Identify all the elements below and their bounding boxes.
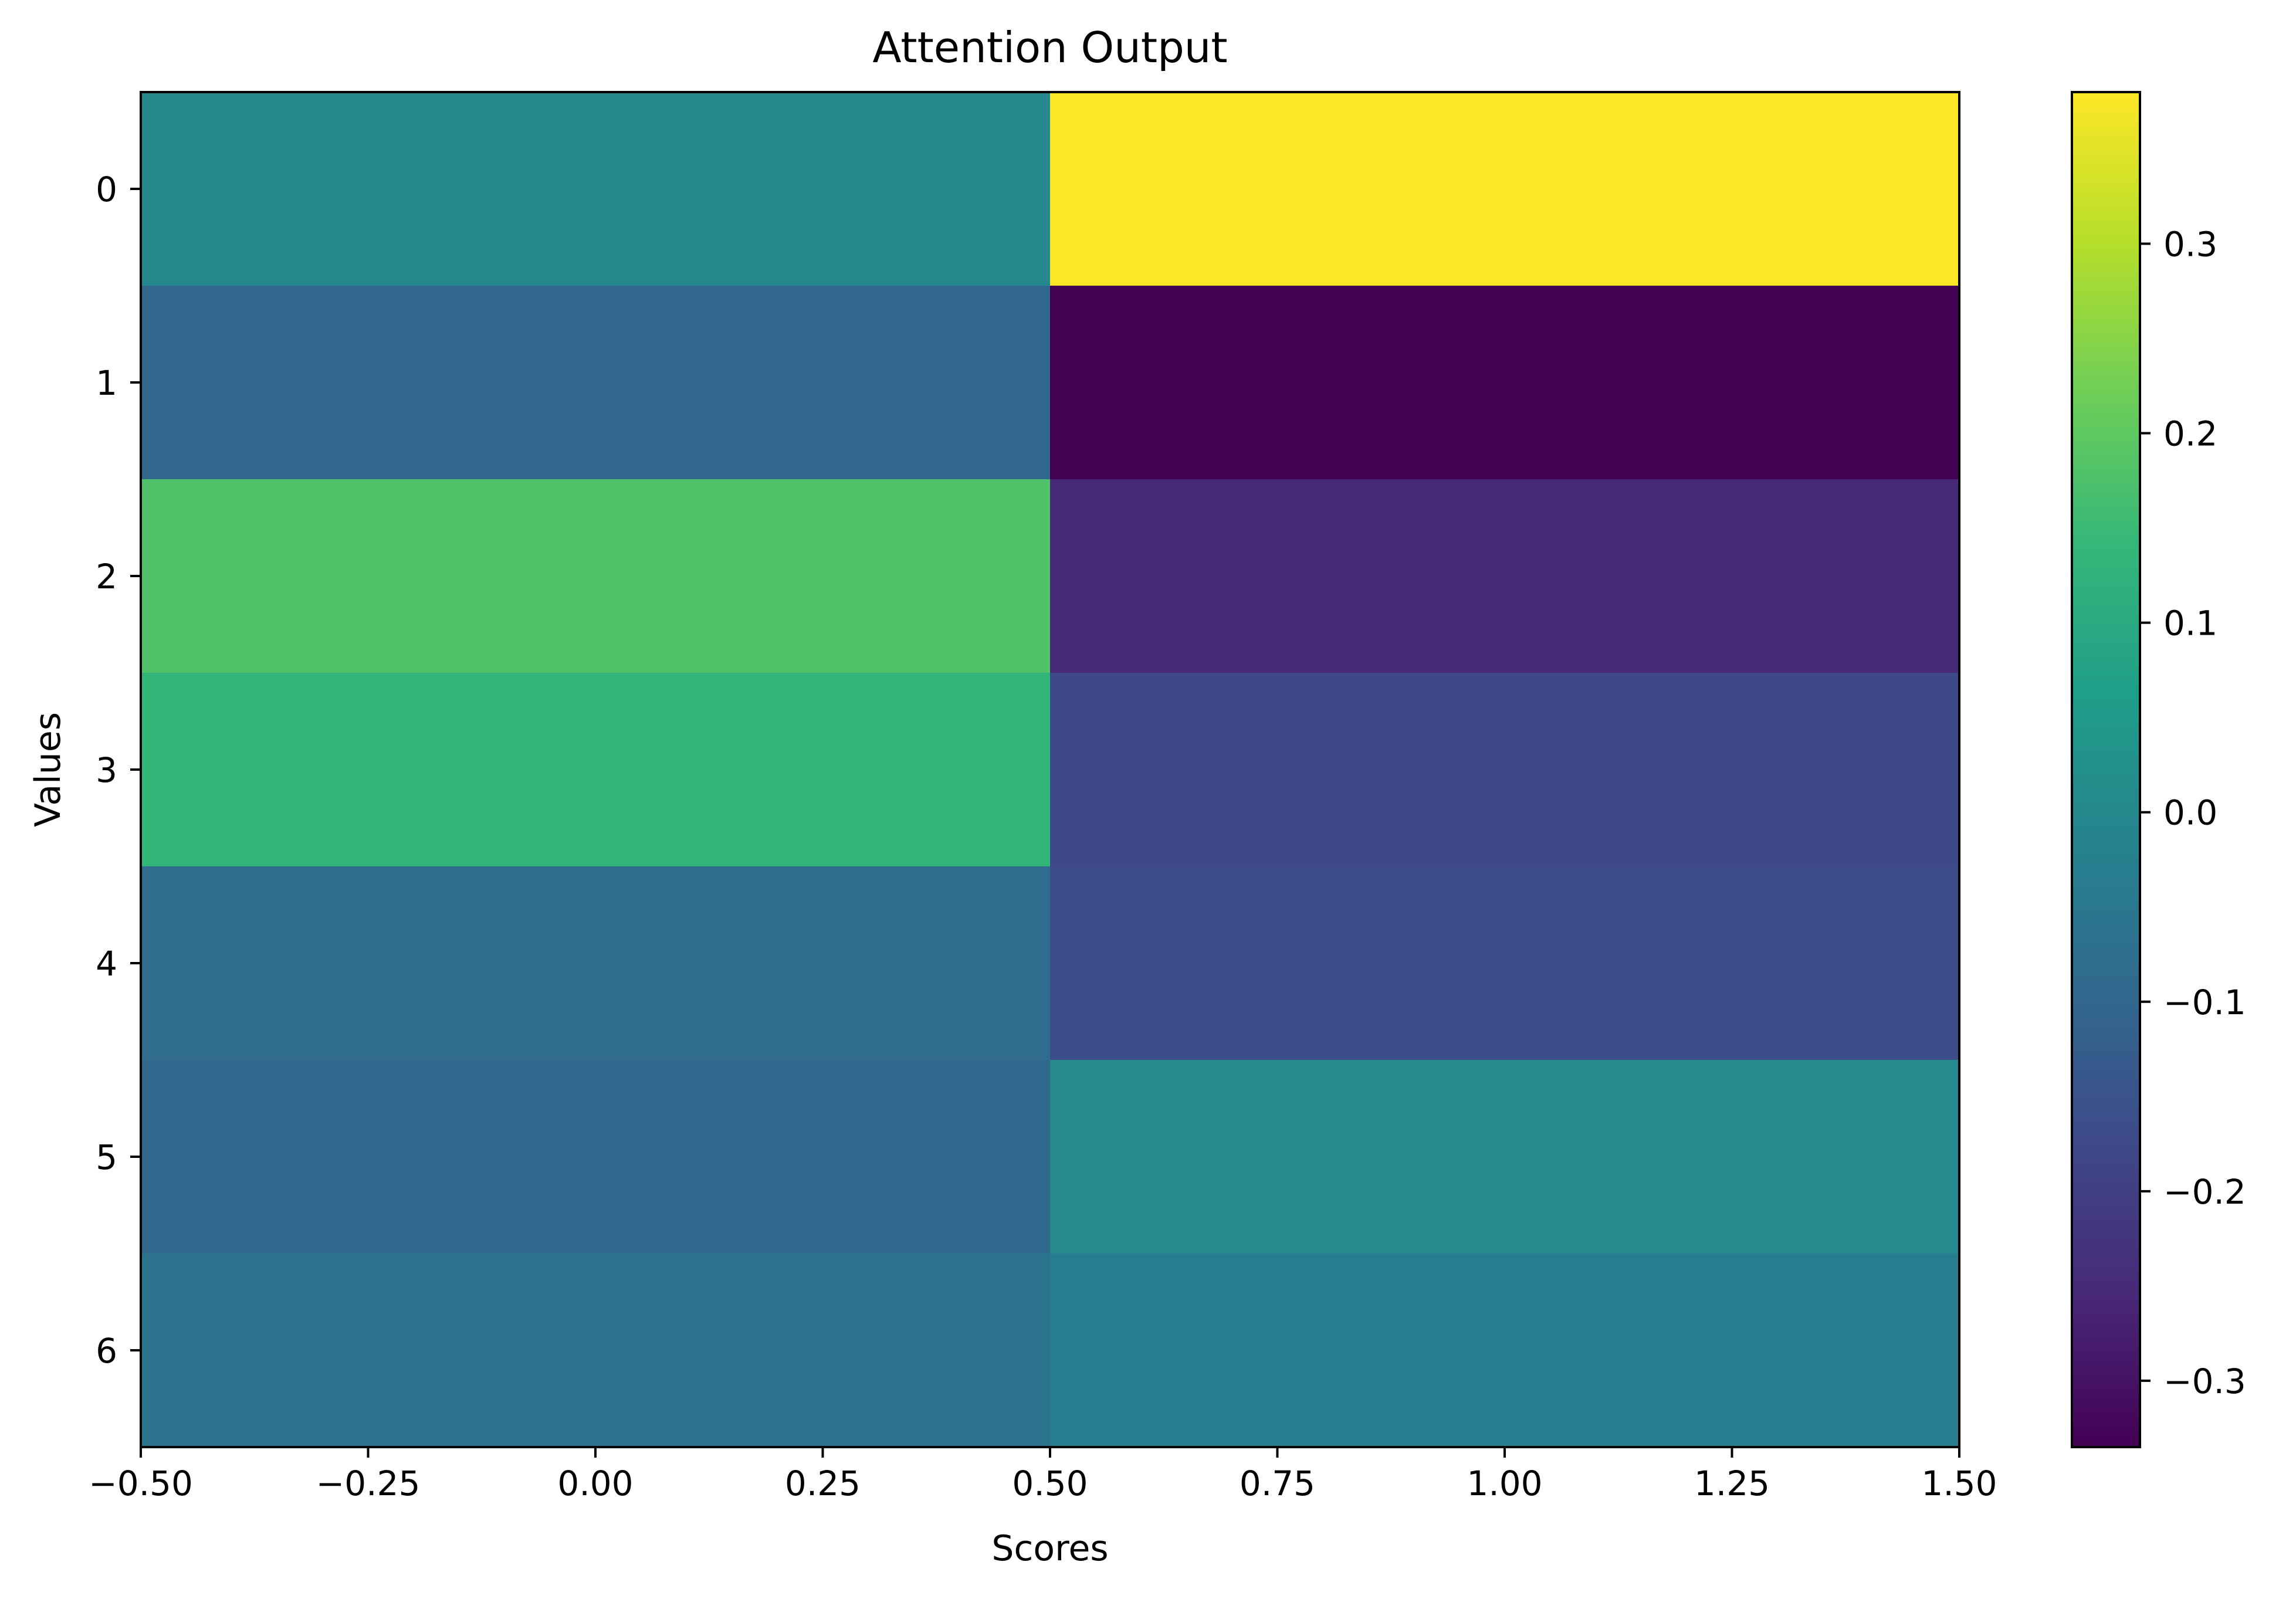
heatmap-cell	[141, 1060, 1051, 1254]
heatmap-cell	[1050, 866, 1960, 1061]
x-tick-label: 0.25	[785, 1464, 861, 1503]
y-tick-label: 0	[96, 170, 117, 209]
heatmap-cell	[1050, 92, 1960, 286]
heatmap-cell	[1050, 673, 1960, 867]
heatmap-cell	[141, 1254, 1051, 1448]
y-tick-label: 1	[96, 363, 117, 403]
y-tick-label: 6	[96, 1331, 117, 1371]
heatmap-cell	[1050, 1060, 1960, 1254]
colorbar-tick-label: −0.2	[2163, 1172, 2246, 1212]
x-tick-label: −0.25	[316, 1464, 421, 1503]
x-tick-label: 0.00	[557, 1464, 633, 1503]
heatmap-cell	[1050, 286, 1960, 480]
chart-title: Attention Output	[872, 23, 1227, 72]
colorbar-tick-label: −0.3	[2163, 1361, 2246, 1401]
x-axis-ticks: −0.50 −0.25 0.00 0.25 0.50 0.75 1.00 1.25 1.50	[89, 1447, 1997, 1503]
colorbar-tick-label: 0.1	[2163, 604, 2217, 643]
y-tick-label: 4	[96, 944, 117, 984]
x-axis-label: Scores	[991, 1528, 1108, 1569]
heatmap-cell	[1050, 479, 1960, 673]
y-axis-ticks: 0 1 2 3 4 5 6	[96, 170, 141, 1371]
y-axis-label: Values	[28, 712, 69, 827]
x-tick-label: 1.25	[1694, 1464, 1770, 1503]
colorbar-tick-label: 0.0	[2163, 793, 2217, 833]
y-tick-label: 5	[96, 1137, 117, 1177]
x-tick-label: 0.50	[1012, 1464, 1088, 1503]
heatmap-cell	[141, 286, 1051, 480]
x-tick-label: 0.75	[1240, 1464, 1315, 1503]
colorbar	[2071, 91, 2141, 1448]
colorbar-tick-label: −0.1	[2163, 983, 2246, 1022]
heatmap-cell	[141, 479, 1051, 673]
heatmap-cells	[141, 92, 1960, 1448]
y-tick-label: 2	[96, 557, 117, 597]
x-tick-label: −0.50	[89, 1464, 193, 1503]
heatmap-cell	[1050, 1254, 1960, 1448]
heatmap-cell	[141, 92, 1051, 286]
colorbar-tick-label: 0.2	[2163, 414, 2217, 454]
colorbar-tick-label: 0.3	[2163, 224, 2217, 264]
heatmap-cell	[141, 673, 1051, 867]
x-tick-label: 1.50	[1921, 1464, 1997, 1503]
y-tick-label: 3	[96, 750, 117, 790]
heatmap-cell	[141, 866, 1051, 1061]
colorbar-ticks: −0.3 −0.2 −0.1 0.0 0.1 0.2 0.3	[2140, 224, 2246, 1401]
x-tick-label: 1.00	[1467, 1464, 1542, 1503]
